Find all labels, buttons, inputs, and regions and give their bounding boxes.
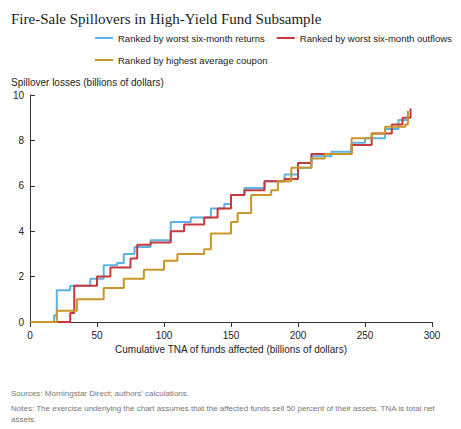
- svg-text:200: 200: [290, 330, 307, 341]
- svg-text:100: 100: [156, 330, 173, 341]
- svg-text:150: 150: [223, 330, 240, 341]
- svg-text:Cumulative TNA of funds affect: Cumulative TNA of funds affected (billio…: [115, 344, 347, 355]
- svg-text:250: 250: [357, 330, 374, 341]
- svg-text:Sources: Morningstar Direct; a: Sources: Morningstar Direct; authors’ ca…: [11, 389, 189, 398]
- svg-text:4: 4: [18, 226, 24, 237]
- svg-text:50: 50: [91, 330, 103, 341]
- svg-text:Ranked by highest average coup: Ranked by highest average coupon: [118, 55, 267, 66]
- svg-text:0: 0: [18, 317, 24, 328]
- svg-text:Ranked by worst six-month retu: Ranked by worst six-month returns: [118, 33, 265, 44]
- svg-text:0: 0: [27, 330, 33, 341]
- svg-text:Fire-Sale Spillovers in High-Y: Fire-Sale Spillovers in High-Yield Fund …: [11, 11, 322, 27]
- svg-text:Notes: The exercise underlying: Notes: The exercise underlying the chart…: [11, 404, 437, 413]
- svg-text:Ranked by worst six-month outf: Ranked by worst six-month outflows: [300, 33, 452, 44]
- svg-text:8: 8: [18, 135, 24, 146]
- svg-text:Spillover losses (billions of: Spillover losses (billions of dollars): [11, 77, 164, 88]
- svg-text:10: 10: [13, 90, 25, 101]
- svg-text:300: 300: [424, 330, 441, 341]
- svg-text:assets.: assets.: [11, 415, 36, 424]
- svg-text:2: 2: [18, 271, 24, 282]
- svg-text:6: 6: [18, 180, 24, 191]
